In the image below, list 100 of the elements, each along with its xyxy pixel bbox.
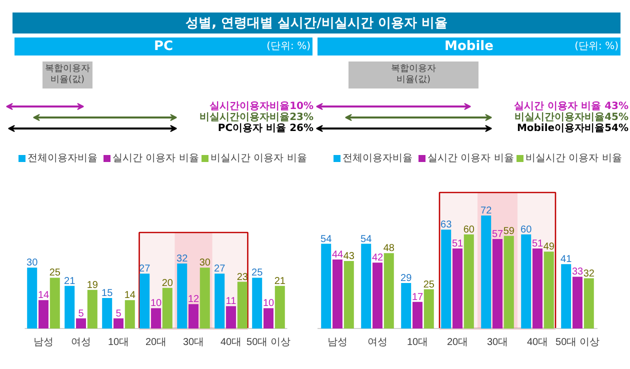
- bar: [102, 298, 112, 328]
- bar: [27, 268, 38, 328]
- bar: [64, 286, 75, 328]
- text: 비실시간이용자비율45%: [514, 112, 628, 123]
- data-label: 29: [400, 272, 412, 284]
- chart-subtitle: PC: [154, 39, 174, 54]
- data-label: 44: [332, 249, 344, 260]
- bar: [87, 290, 98, 328]
- x-tick-label: 30대: [486, 337, 508, 348]
- data-label: 42: [372, 252, 384, 264]
- bar: [372, 262, 382, 328]
- bar: [332, 259, 342, 328]
- legend-label: 비실시간 이용자 비율: [210, 153, 307, 164]
- bar: [401, 282, 412, 328]
- text: Mobile이용자비율54%: [516, 123, 629, 134]
- bar: [274, 286, 285, 328]
- x-tick-label: 남성: [34, 337, 54, 348]
- bar: [464, 234, 474, 328]
- bar: [521, 234, 532, 328]
- data-label: 63: [440, 220, 452, 231]
- data-label: 57: [492, 229, 504, 240]
- x-tick-label: 여성: [71, 337, 91, 348]
- bar: [361, 244, 372, 328]
- data-label: 60: [463, 224, 475, 236]
- data-label: 25: [49, 268, 61, 279]
- bar: [50, 278, 60, 328]
- bar: [214, 274, 225, 328]
- data-label: 14: [38, 290, 50, 302]
- data-label: 10: [150, 298, 162, 310]
- bar: [452, 248, 462, 328]
- x-tick-label: 40대: [220, 337, 242, 348]
- data-label: 20: [162, 278, 174, 289]
- bar: [151, 308, 161, 328]
- data-label: 33: [572, 266, 584, 278]
- data-label: 54: [360, 234, 372, 245]
- bar: [188, 304, 198, 328]
- bar: [544, 252, 554, 328]
- bar: [200, 268, 210, 328]
- x-tick-label: 20대: [446, 337, 468, 348]
- legend-label: 전체이용자비율: [28, 153, 98, 164]
- data-label: 59: [503, 226, 515, 237]
- bar: [572, 276, 582, 328]
- data-label: 25: [252, 268, 264, 279]
- data-label: 30: [199, 258, 211, 269]
- bar: [321, 244, 332, 328]
- data-label: 21: [64, 276, 76, 287]
- bar: [177, 264, 188, 328]
- data-label: 48: [383, 243, 395, 254]
- bar: [424, 289, 434, 328]
- legend-label: 실시간 이용자 비율: [112, 153, 199, 164]
- x-tick-label: 여성: [368, 337, 388, 348]
- bar: [38, 300, 48, 328]
- text: (단위: %): [574, 41, 619, 52]
- x-tick-label: 50대 이상: [246, 337, 290, 348]
- text: 성별, 연령대별 실시간/비실시간 이용자 비율: [186, 16, 448, 31]
- bar: [264, 308, 274, 328]
- bar: [441, 230, 452, 328]
- bar: [532, 248, 542, 328]
- x-tick-label: 40대: [526, 337, 548, 348]
- data-label: 32: [176, 254, 188, 264]
- data-label: 49: [543, 242, 555, 253]
- data-label: 32: [583, 268, 595, 280]
- data-label: 12: [188, 294, 200, 306]
- bar: [114, 318, 124, 328]
- legend-label: 실시간 이용자 비율: [428, 153, 514, 164]
- data-label: 51: [452, 238, 464, 250]
- data-label: 30: [26, 258, 38, 269]
- bar: [492, 239, 502, 328]
- data-label: 54: [320, 234, 332, 245]
- data-label: 41: [560, 254, 572, 266]
- bar: [76, 318, 86, 328]
- data-label: 72: [480, 206, 492, 216]
- x-tick-label: 10대: [108, 337, 130, 348]
- text: 복합이용자 비율(값): [45, 64, 90, 85]
- data-label: 17: [412, 292, 424, 303]
- bar: [226, 306, 236, 328]
- bar: [140, 274, 150, 328]
- text: PC이용자 비율 26%: [218, 123, 314, 134]
- bar: [252, 278, 262, 328]
- bar: [412, 302, 422, 328]
- bar: [481, 216, 492, 328]
- bar: [162, 288, 172, 328]
- x-tick-label: 10대: [406, 337, 428, 348]
- text: 실시간 이용자 비율 43%: [514, 101, 629, 112]
- text: (단위: %): [266, 41, 311, 52]
- data-label: 43: [343, 251, 355, 262]
- bar: [124, 300, 135, 328]
- x-tick-label: 30대: [182, 337, 204, 348]
- text: 실시간이용자비율10%: [210, 101, 314, 112]
- bar: [584, 278, 594, 328]
- text: 비실시간이용자비율23%: [200, 112, 314, 123]
- chart-subtitle: Mobile: [444, 39, 494, 54]
- x-tick-label: 50대 이상: [556, 337, 600, 348]
- text: 복합이용자 비율(값): [391, 64, 436, 85]
- x-tick-label: 20대: [145, 337, 167, 348]
- data-label: 19: [86, 280, 98, 291]
- data-label: 5: [116, 308, 122, 320]
- data-label: 15: [102, 288, 114, 300]
- bar: [561, 264, 572, 328]
- bar: [384, 253, 394, 328]
